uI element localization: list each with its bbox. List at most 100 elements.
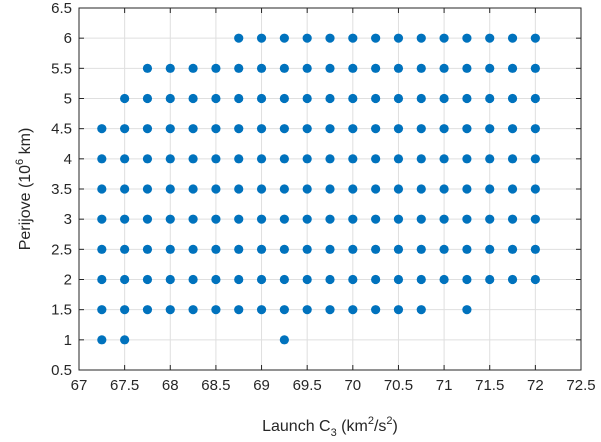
data-point — [393, 244, 404, 254]
data-point — [371, 93, 381, 104]
data-point — [416, 93, 426, 104]
data-point — [416, 244, 426, 254]
data-point — [462, 244, 472, 254]
data-point — [348, 93, 358, 104]
data-point — [507, 63, 518, 73]
data-point — [485, 93, 495, 104]
data-point — [371, 63, 381, 73]
data-point — [256, 33, 267, 43]
data-point — [439, 154, 449, 164]
data-point — [485, 63, 495, 73]
data-point — [97, 154, 107, 164]
data-point — [234, 154, 244, 164]
x-axis-title: Launch C3 (km2/s2) — [262, 415, 398, 439]
data-point — [393, 93, 404, 104]
data-point — [348, 154, 358, 164]
data-point — [507, 154, 518, 164]
data-point — [211, 214, 221, 224]
data-point — [120, 214, 130, 224]
data-point — [142, 274, 153, 285]
data-point — [325, 154, 335, 164]
data-point — [97, 274, 107, 285]
y-tick-label: 4 — [64, 151, 72, 168]
data-point — [371, 305, 381, 315]
data-point — [188, 244, 198, 254]
data-point — [211, 154, 221, 164]
data-point — [256, 93, 267, 104]
data-point — [462, 214, 472, 224]
data-point — [142, 305, 153, 315]
x-tick-label: 67.5 — [110, 377, 139, 394]
data-point — [97, 124, 107, 134]
data-point — [234, 93, 244, 104]
data-point — [302, 63, 312, 73]
data-point — [142, 93, 153, 104]
data-point — [211, 93, 221, 104]
data-point — [188, 274, 198, 285]
data-point — [256, 214, 267, 224]
data-point — [325, 244, 335, 254]
data-point — [142, 124, 153, 134]
data-point — [439, 274, 449, 285]
data-point — [97, 214, 107, 224]
data-point — [234, 305, 244, 315]
data-point — [279, 63, 289, 73]
data-point — [188, 154, 198, 164]
x-axis-ticks: 67 67.5 68 68.5 69 69.5 70 70.5 71 71.5 72 72.5 — [71, 8, 596, 394]
data-point — [256, 244, 267, 254]
data-point — [348, 33, 358, 43]
data-point — [256, 154, 267, 164]
data-point — [348, 214, 358, 224]
data-point — [416, 184, 426, 194]
data-point — [393, 154, 404, 164]
data-point — [188, 214, 198, 224]
data-point — [462, 305, 472, 315]
data-point — [188, 305, 198, 315]
data-point — [462, 184, 472, 194]
data-point — [530, 214, 540, 224]
data-point — [485, 184, 495, 194]
x-tick-label: 68 — [162, 377, 179, 394]
data-point — [211, 184, 221, 194]
data-point — [416, 274, 426, 285]
data-point — [348, 63, 358, 73]
data-point — [507, 274, 518, 285]
data-point — [256, 274, 267, 285]
data-point — [142, 244, 153, 254]
data-point — [439, 184, 449, 194]
y-tick-label: 2.5 — [51, 241, 72, 258]
x-tick-label: 67 — [71, 377, 88, 394]
data-point — [142, 154, 153, 164]
data-point — [439, 63, 449, 73]
data-point — [530, 33, 540, 43]
data-point — [325, 274, 335, 285]
data-point — [302, 274, 312, 285]
data-point — [348, 124, 358, 134]
data-point — [507, 124, 518, 134]
data-point — [462, 124, 472, 134]
data-point — [325, 214, 335, 224]
data-point — [485, 274, 495, 285]
data-point — [371, 33, 381, 43]
data-point — [302, 33, 312, 43]
data-point — [371, 184, 381, 194]
data-point — [416, 124, 426, 134]
data-point — [211, 63, 221, 73]
data-point — [165, 274, 175, 285]
y-tick-label: 5 — [64, 91, 72, 108]
data-point — [348, 274, 358, 285]
data-point — [165, 124, 175, 134]
data-point — [120, 124, 130, 134]
data-point — [165, 93, 175, 104]
data-point — [371, 244, 381, 254]
data-point — [302, 124, 312, 134]
data-point — [416, 305, 426, 315]
data-point — [302, 305, 312, 315]
data-point — [439, 124, 449, 134]
data-point — [279, 124, 289, 134]
data-point — [530, 184, 540, 194]
data-point — [256, 305, 267, 315]
data-point — [393, 274, 404, 285]
data-point — [142, 214, 153, 224]
